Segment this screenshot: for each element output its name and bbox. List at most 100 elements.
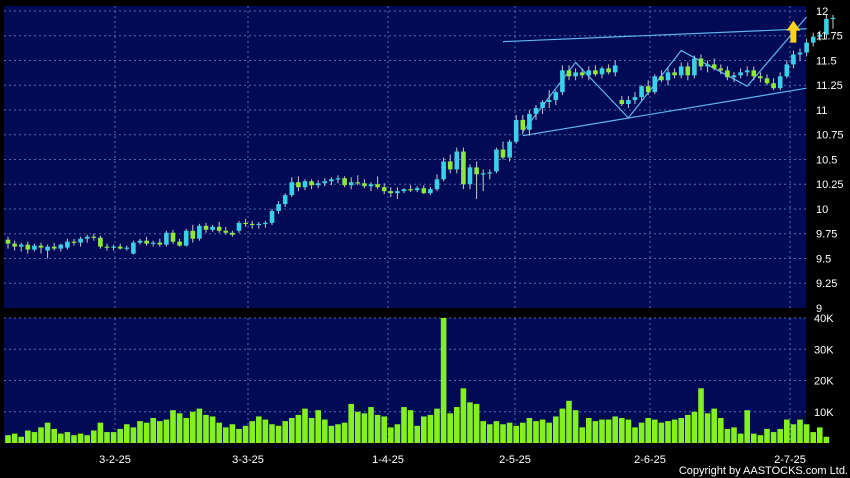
candle-body	[395, 191, 400, 194]
candle-body	[289, 182, 295, 196]
candle-body	[698, 58, 704, 67]
candlestick	[335, 175, 341, 184]
candlestick	[593, 65, 598, 77]
volume-bar	[64, 432, 71, 443]
candlestick	[751, 66, 757, 81]
volume-bar	[137, 421, 143, 443]
candle-body	[553, 92, 559, 101]
candle-body	[718, 68, 724, 71]
volume-bar	[678, 418, 684, 443]
volume-bar	[315, 410, 321, 443]
volume-bar	[513, 425, 519, 443]
candlestick	[18, 242, 24, 252]
candlestick	[553, 90, 559, 106]
candlestick	[91, 233, 97, 241]
candlestick	[632, 92, 638, 105]
candlestick	[711, 58, 717, 71]
candlestick	[645, 80, 651, 96]
volume-bar	[770, 432, 777, 443]
candlestick	[698, 54, 704, 71]
candlestick	[104, 243, 110, 251]
candle-body	[612, 65, 618, 73]
candlestick	[368, 182, 374, 192]
candlestick	[71, 238, 77, 246]
volume-bars	[5, 318, 830, 443]
candle-body	[375, 184, 380, 188]
candlestick	[494, 147, 499, 174]
candlestick	[718, 64, 724, 75]
volume-bar	[236, 428, 242, 443]
volume-bar	[480, 421, 486, 443]
volume-bar	[546, 422, 552, 443]
candle-body	[388, 191, 394, 194]
date-tick-label: 1-4-25	[372, 454, 404, 466]
volume-bar	[427, 414, 434, 443]
candle-body	[65, 241, 70, 248]
candlestick	[507, 139, 512, 162]
candlestick	[183, 228, 189, 247]
price-tick-label: 11.25	[816, 80, 843, 92]
candle-body	[144, 240, 149, 244]
volume-bar	[308, 418, 315, 443]
candle-body	[25, 244, 31, 250]
volume-bar	[269, 424, 275, 443]
candlestick	[599, 66, 605, 79]
candle-body	[685, 66, 691, 76]
candle-body	[421, 188, 427, 194]
volume-bar	[599, 419, 605, 443]
candlestick	[177, 238, 182, 247]
candle-body	[150, 242, 156, 244]
volume-bar	[289, 418, 295, 443]
candle-body	[84, 236, 90, 239]
price-tick-label: 12	[816, 6, 828, 18]
candle-body	[474, 167, 479, 175]
candlestick	[414, 186, 420, 193]
volume-bar	[302, 408, 308, 443]
volume-bar	[757, 435, 764, 443]
volume-bar	[744, 410, 750, 443]
candlestick	[12, 240, 17, 251]
candle-body	[500, 149, 506, 158]
candlestick	[533, 105, 539, 120]
candlestick	[5, 236, 11, 249]
copyright-text: Copyright by AASTOCKS.com Ltd.	[679, 465, 848, 477]
candle-body	[777, 76, 783, 89]
volume-bar	[130, 427, 137, 443]
candle-body	[236, 222, 242, 231]
volume-bar	[724, 428, 731, 443]
candlestick	[705, 60, 710, 73]
candle-body	[309, 181, 314, 186]
price-tick-label: 11.75	[816, 31, 843, 43]
candle-body	[32, 245, 37, 250]
candle-body	[758, 76, 763, 79]
candlestick	[659, 70, 664, 83]
candle-body	[632, 97, 638, 101]
candlestick	[817, 30, 823, 41]
volume-bar	[97, 422, 104, 443]
candlestick	[388, 187, 394, 198]
volume-bar	[176, 413, 183, 443]
volume-bar	[11, 433, 18, 443]
volume-bar	[638, 422, 645, 443]
channel-line	[522, 87, 807, 137]
volume-bar	[322, 419, 328, 443]
date-tick-label: 2-5-25	[499, 454, 531, 466]
volume-panel: 10K 20K 30K 40K	[4, 313, 834, 443]
date-tick-label: 3-3-25	[232, 454, 264, 466]
candle-body	[335, 178, 341, 180]
volume-bar	[421, 416, 427, 443]
candle-body	[296, 182, 301, 188]
volume-bar	[434, 408, 440, 443]
volume-bar	[520, 422, 526, 443]
candle-body	[645, 86, 651, 93]
candle-body	[58, 244, 64, 249]
volume-bar	[566, 400, 572, 443]
candlestick	[38, 242, 44, 254]
volume-bar	[447, 413, 453, 443]
candle-body	[487, 172, 493, 174]
volume-bar	[368, 407, 374, 443]
candlestick	[784, 60, 790, 79]
candlestick	[830, 14, 836, 29]
volume-bar	[460, 388, 467, 443]
candlestick	[137, 238, 143, 245]
